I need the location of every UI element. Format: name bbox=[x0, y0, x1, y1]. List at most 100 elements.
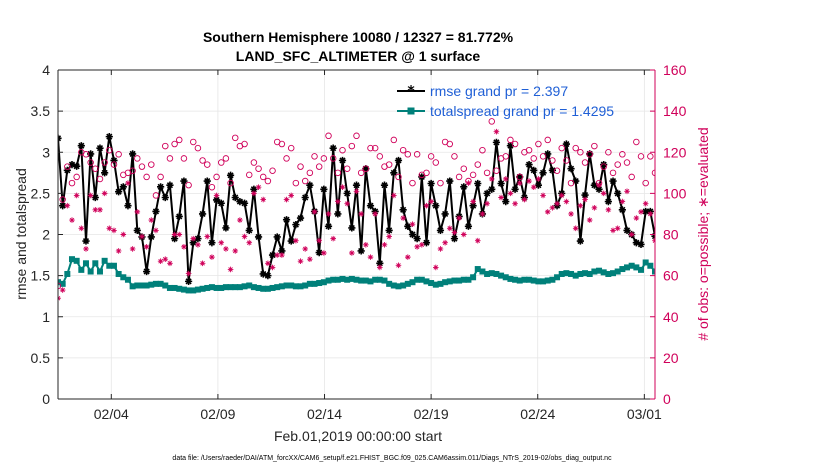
spread-point bbox=[512, 276, 519, 283]
spread-point bbox=[274, 284, 281, 291]
rmse-point bbox=[217, 199, 225, 207]
spread-point bbox=[264, 285, 271, 292]
spread-point bbox=[204, 284, 211, 291]
obs-possible-point bbox=[292, 179, 300, 187]
spread-point bbox=[624, 264, 631, 271]
obs-possible-point bbox=[339, 146, 346, 154]
obs-possible-point bbox=[176, 136, 183, 144]
rmse-point bbox=[264, 272, 272, 280]
obs-evaluated-point bbox=[344, 200, 350, 207]
rmse-point bbox=[82, 237, 90, 245]
obs-evaluated-point bbox=[488, 176, 495, 182]
obs-evaluated-point bbox=[600, 190, 607, 197]
rmse-point bbox=[618, 206, 626, 214]
spread-point bbox=[78, 266, 85, 273]
y-tick-label: 3 bbox=[42, 144, 50, 160]
obs-evaluated-point bbox=[92, 207, 99, 213]
spread-point bbox=[372, 276, 379, 283]
rmse-point bbox=[525, 160, 533, 169]
rmse-point bbox=[143, 267, 151, 276]
obs-evaluated-point bbox=[213, 192, 220, 199]
chart-title-line-1: Southern Hemisphere 10080 / 12327 = 81.7… bbox=[203, 29, 514, 45]
spread-point bbox=[302, 282, 309, 289]
y-tick-label: 4 bbox=[42, 62, 50, 78]
rmse-point bbox=[278, 247, 286, 255]
obs-possible-point bbox=[605, 148, 612, 156]
obs-evaluated-point bbox=[335, 198, 341, 205]
spread-point bbox=[628, 262, 635, 269]
obs-evaluated-point bbox=[465, 180, 472, 186]
obs-evaluated-point bbox=[568, 211, 574, 217]
spread-point bbox=[246, 282, 253, 289]
obs-evaluated-point bbox=[181, 244, 187, 250]
obs-evaluated-point bbox=[283, 196, 290, 203]
obs-possible-point bbox=[367, 144, 374, 152]
spread-point bbox=[138, 282, 145, 289]
obs-evaluated-point bbox=[460, 231, 467, 238]
obs-evaluated-point bbox=[596, 182, 602, 188]
spread-point bbox=[502, 274, 509, 281]
spread-point bbox=[292, 283, 299, 290]
obs-possible-point bbox=[241, 140, 248, 148]
rmse-point bbox=[637, 240, 645, 248]
spread-point bbox=[320, 279, 327, 286]
obs-evaluated-point bbox=[544, 209, 551, 215]
obs-evaluated-point bbox=[227, 266, 234, 273]
obs-possible-point bbox=[157, 173, 164, 181]
rmse-point bbox=[254, 233, 263, 241]
obs-evaluated-point bbox=[167, 260, 173, 267]
obs-evaluated-point bbox=[563, 198, 570, 205]
spread-point bbox=[577, 270, 584, 277]
x-tick-label: 02/14 bbox=[307, 406, 342, 422]
y-right-tick-label: 120 bbox=[663, 144, 687, 160]
obs-possible-point bbox=[637, 153, 645, 160]
spread-point bbox=[554, 274, 561, 281]
rmse-point bbox=[497, 179, 505, 188]
rmse-point bbox=[329, 144, 337, 152]
rmse-point bbox=[586, 150, 594, 158]
rmse-point bbox=[157, 183, 165, 191]
spread-point bbox=[129, 283, 136, 290]
obs-evaluated-point bbox=[474, 237, 481, 244]
spread-point bbox=[82, 260, 89, 267]
obs-evaluated-point bbox=[274, 252, 281, 258]
obs-evaluated-point bbox=[418, 241, 425, 248]
rmse-point bbox=[338, 156, 347, 165]
plot-area bbox=[58, 118, 655, 302]
rmse-point bbox=[292, 221, 300, 229]
obs-evaluated-point bbox=[302, 246, 308, 252]
obs-possible-point bbox=[619, 151, 626, 158]
obs-evaluated-point bbox=[111, 227, 117, 234]
obs-evaluated-point bbox=[255, 184, 262, 191]
rmse-point bbox=[63, 166, 71, 174]
obs-possible-point bbox=[413, 151, 421, 158]
spread-point bbox=[148, 281, 155, 288]
obs-evaluated-point bbox=[195, 241, 201, 248]
rmse-point bbox=[441, 210, 449, 218]
rmse-point bbox=[282, 216, 291, 224]
obs-evaluated-point bbox=[251, 190, 257, 197]
rmse-point bbox=[590, 181, 598, 189]
rmse-point bbox=[488, 185, 496, 193]
obs-evaluated-point bbox=[586, 217, 593, 223]
rmse-point bbox=[287, 237, 295, 245]
spread-point bbox=[250, 284, 257, 291]
obs-possible-point bbox=[250, 159, 258, 166]
spread-point bbox=[400, 282, 407, 289]
rmse-point bbox=[96, 144, 104, 152]
rmse-point bbox=[600, 160, 608, 169]
legend-rmse-marker: * bbox=[407, 84, 415, 100]
obs-evaluated-point bbox=[502, 176, 509, 182]
spread-point bbox=[558, 270, 565, 277]
spread-point bbox=[404, 280, 411, 287]
rmse-point bbox=[623, 226, 631, 234]
spread-point bbox=[288, 282, 295, 289]
obs-possible-point bbox=[325, 132, 332, 140]
rmse-point bbox=[530, 166, 538, 174]
obs-possible-point bbox=[311, 153, 318, 160]
spread-point bbox=[157, 280, 164, 287]
obs-evaluated-point bbox=[638, 209, 644, 215]
spread-point bbox=[358, 277, 365, 284]
spread-point bbox=[414, 276, 421, 283]
spread-point bbox=[87, 268, 94, 275]
